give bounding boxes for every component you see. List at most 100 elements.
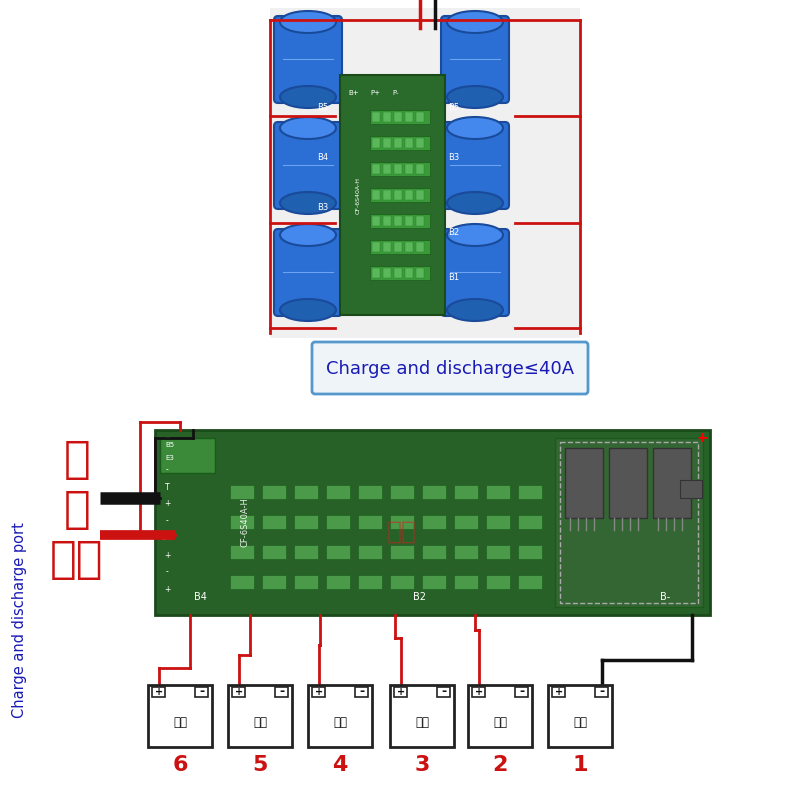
Text: B5: B5 — [317, 103, 328, 112]
FancyBboxPatch shape — [312, 342, 588, 394]
Bar — [416, 268, 424, 278]
Bar — [358, 545, 382, 559]
Text: B5: B5 — [165, 442, 174, 448]
Text: B2: B2 — [414, 592, 426, 602]
Text: P+: P+ — [370, 90, 380, 96]
Bar — [454, 485, 478, 499]
Bar — [552, 687, 565, 697]
Bar — [312, 687, 325, 697]
Bar — [326, 575, 350, 589]
Text: B+: B+ — [348, 90, 358, 96]
Bar — [383, 268, 391, 278]
Bar — [383, 190, 391, 200]
Bar — [358, 515, 382, 529]
Bar — [370, 214, 430, 228]
Bar — [372, 190, 380, 200]
Text: +: + — [696, 431, 708, 445]
Text: 电芯: 电芯 — [573, 715, 587, 729]
Text: B3: B3 — [317, 203, 328, 212]
Text: Charge and discharge port: Charge and discharge port — [13, 522, 27, 718]
Bar — [609, 448, 647, 518]
Bar — [195, 687, 208, 697]
Bar — [390, 485, 414, 499]
Bar — [653, 448, 691, 518]
Bar — [383, 138, 391, 148]
Text: +: + — [555, 687, 563, 697]
Bar — [416, 164, 424, 174]
Bar — [372, 164, 380, 174]
Bar — [228, 685, 292, 747]
Bar — [468, 685, 532, 747]
Ellipse shape — [280, 86, 336, 108]
Bar — [565, 448, 603, 518]
Text: +: + — [235, 687, 243, 697]
Ellipse shape — [280, 299, 336, 321]
Text: B4: B4 — [194, 592, 206, 602]
Bar — [160, 438, 215, 473]
Bar — [294, 515, 318, 529]
Ellipse shape — [280, 117, 336, 139]
Bar — [148, 685, 212, 747]
Bar — [394, 216, 402, 226]
Text: 电芯: 电芯 — [415, 715, 429, 729]
Bar — [152, 687, 165, 697]
Text: +: + — [475, 687, 483, 697]
Ellipse shape — [280, 224, 336, 246]
Bar — [486, 485, 510, 499]
Bar — [416, 216, 424, 226]
Bar — [155, 430, 710, 615]
Text: -: - — [442, 686, 446, 698]
Text: CF-6S40A-H: CF-6S40A-H — [240, 497, 249, 547]
Bar — [326, 485, 350, 499]
Bar — [518, 485, 542, 499]
Bar — [370, 188, 430, 202]
Text: 1: 1 — [572, 755, 588, 775]
Text: B3: B3 — [448, 153, 459, 162]
Bar — [294, 485, 318, 499]
Bar — [390, 515, 414, 529]
Bar — [454, 575, 478, 589]
Text: +: + — [397, 687, 405, 697]
Bar — [680, 480, 702, 498]
Text: 电芯: 电芯 — [253, 715, 267, 729]
Bar — [405, 190, 413, 200]
Text: 5: 5 — [252, 755, 268, 775]
Bar — [472, 687, 485, 697]
Bar — [230, 485, 254, 499]
Text: 2: 2 — [492, 755, 508, 775]
Text: B5: B5 — [448, 103, 459, 112]
Ellipse shape — [447, 86, 503, 108]
Text: -: - — [599, 686, 605, 698]
Text: B1: B1 — [448, 273, 459, 282]
Bar — [518, 545, 542, 559]
FancyBboxPatch shape — [441, 122, 509, 209]
Bar — [372, 216, 380, 226]
Bar — [275, 687, 288, 697]
Bar — [548, 685, 612, 747]
FancyBboxPatch shape — [274, 229, 342, 316]
Bar — [394, 164, 402, 174]
Bar — [394, 242, 402, 252]
Bar — [390, 575, 414, 589]
Bar — [405, 242, 413, 252]
Text: 电芯: 电芯 — [173, 715, 187, 729]
Ellipse shape — [280, 11, 336, 33]
Text: +: + — [164, 499, 170, 509]
Text: -: - — [166, 517, 168, 526]
Bar — [383, 164, 391, 174]
Bar — [405, 164, 413, 174]
Text: T: T — [165, 482, 170, 491]
Bar — [262, 575, 286, 589]
Bar — [355, 687, 368, 697]
Text: 电口: 电口 — [50, 538, 104, 582]
Text: +: + — [155, 687, 163, 697]
Bar — [416, 242, 424, 252]
Bar — [262, 515, 286, 529]
Text: -: - — [279, 686, 285, 698]
Bar — [370, 240, 430, 254]
Bar — [422, 545, 446, 559]
Bar — [518, 575, 542, 589]
Text: 电芯: 电芯 — [333, 715, 347, 729]
Text: -: - — [359, 686, 365, 698]
Bar — [262, 485, 286, 499]
